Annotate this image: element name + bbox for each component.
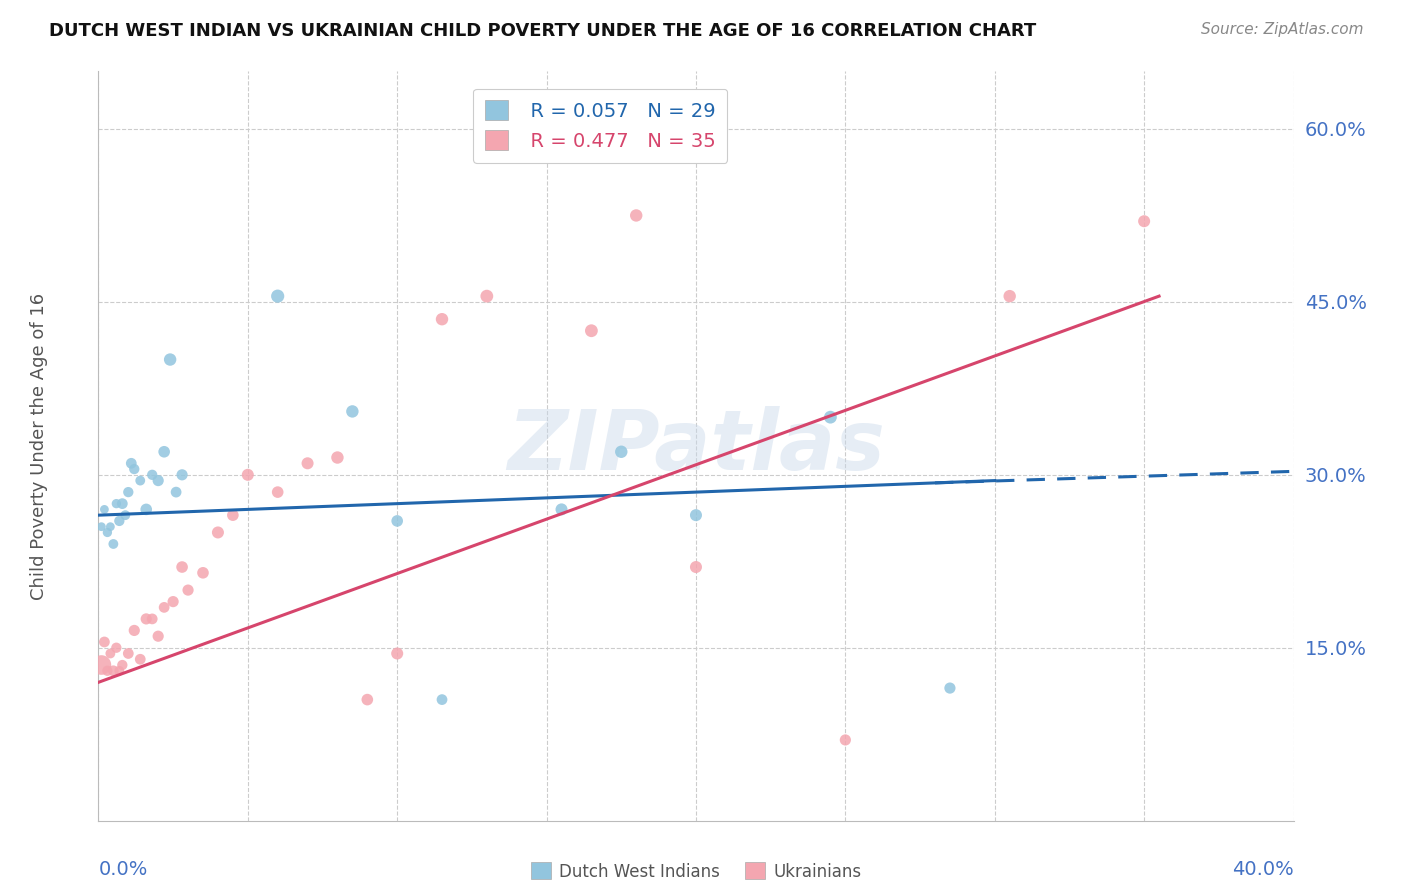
Point [108, 514, 131, 528]
Point [103, 537, 125, 551]
Point [939, 681, 962, 695]
Point [117, 485, 139, 500]
Point [108, 664, 131, 678]
Point [385, 514, 409, 528]
Text: Child Poverty Under the Age of 16: Child Poverty Under the Age of 16 [30, 293, 48, 599]
Point [177, 583, 200, 598]
Point [342, 404, 364, 418]
Point [610, 444, 633, 458]
Point [117, 647, 139, 661]
Point [475, 289, 498, 303]
Point [120, 456, 142, 470]
Point [141, 467, 163, 482]
Point [207, 525, 229, 540]
Point [430, 312, 453, 326]
Point [1133, 214, 1156, 228]
Text: Source: ZipAtlas.com: Source: ZipAtlas.com [1201, 22, 1364, 37]
Point [148, 629, 170, 643]
Legend: Dutch West Indians, Ukrainians: Dutch West Indians, Ukrainians [524, 855, 868, 888]
Point [685, 560, 707, 574]
Point [93, 635, 115, 649]
Point [148, 474, 170, 488]
Point [153, 444, 176, 458]
Point [172, 467, 194, 482]
Point [90, 658, 112, 673]
Point [581, 324, 603, 338]
Point [111, 497, 134, 511]
Point [236, 467, 259, 482]
Point [326, 450, 349, 465]
Point [105, 640, 128, 655]
Point [385, 647, 409, 661]
Point [141, 612, 163, 626]
Point [103, 664, 125, 678]
Point [135, 612, 157, 626]
Point [124, 624, 146, 638]
Point [820, 410, 842, 425]
Point [90, 519, 112, 533]
Point [356, 692, 378, 706]
Point [834, 733, 856, 747]
Point [111, 658, 134, 673]
Point [105, 497, 128, 511]
Point [172, 560, 194, 574]
Point [96, 525, 118, 540]
Point [165, 485, 187, 500]
Point [222, 508, 245, 523]
Text: 40.0%: 40.0% [1232, 860, 1294, 879]
Point [162, 594, 184, 608]
Text: DUTCH WEST INDIAN VS UKRAINIAN CHILD POVERTY UNDER THE AGE OF 16 CORRELATION CHA: DUTCH WEST INDIAN VS UKRAINIAN CHILD POV… [49, 22, 1036, 40]
Point [96, 664, 118, 678]
Point [626, 209, 648, 223]
Point [685, 508, 707, 523]
Point [998, 289, 1021, 303]
Point [114, 508, 136, 523]
Point [191, 566, 214, 580]
Point [124, 462, 146, 476]
Text: ZIPatlas: ZIPatlas [508, 406, 884, 486]
Point [297, 456, 319, 470]
Point [129, 652, 152, 666]
Point [159, 352, 181, 367]
Point [430, 692, 453, 706]
Point [153, 600, 176, 615]
Point [550, 502, 572, 516]
Point [98, 647, 122, 661]
Point [98, 519, 122, 533]
Text: 0.0%: 0.0% [98, 860, 148, 879]
Point [93, 502, 115, 516]
Point [129, 474, 152, 488]
Point [267, 485, 290, 500]
Point [267, 289, 290, 303]
Point [135, 502, 157, 516]
